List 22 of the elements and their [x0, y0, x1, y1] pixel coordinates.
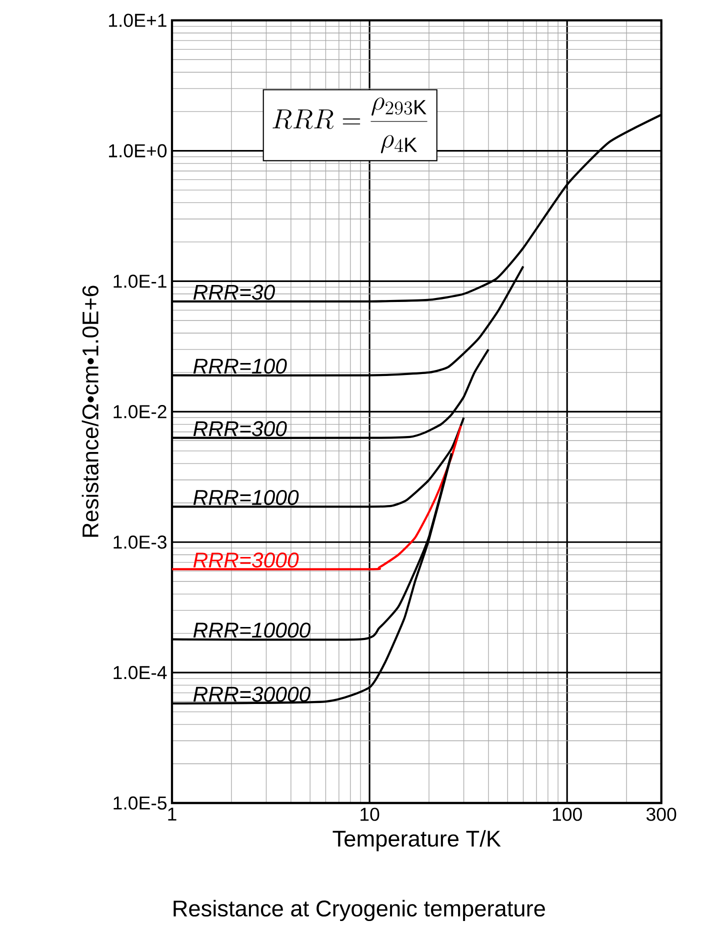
y-tick-label: 1.0E-2 — [114, 405, 166, 418]
x-tick-label: 100 — [552, 808, 582, 821]
y-tick-label: 1.0E+1 — [109, 14, 166, 27]
y-axis-title: Resistance/Ω•cm•1.0E+6 — [82, 286, 98, 537]
x-tick-label: 10 — [360, 808, 380, 821]
x-tick-label: 1 — [168, 808, 176, 821]
series-label: RRR=1000 — [193, 490, 299, 506]
y-tick-label: 1.0E-3 — [114, 535, 166, 549]
y-tick-label: 1.0E-1 — [114, 274, 166, 288]
x-axis-title: Temperature T/K — [332, 830, 501, 852]
series-label: RRR=30000 — [193, 686, 311, 702]
annotation: $RRR=\frac{\rho_{293\mathrm{K}}}{\rho_{4\mathrm{K}}}$ — [272, 97, 428, 154]
y-tick-label: 1.0E-5 — [114, 796, 166, 810]
series-label: RRR=300 — [193, 421, 287, 436]
series-label: RRR=10000 — [193, 622, 311, 638]
x-tick-label: 300 — [646, 808, 676, 821]
series-label: RRR=100 — [193, 358, 287, 374]
y-tick-label: 1.0E-4 — [114, 666, 167, 680]
text: Resistance at Cryogenic temperature — [174, 900, 545, 922]
y-tick-label: 1.0E+0 — [109, 144, 167, 158]
series-label: RRR=3000 — [193, 552, 299, 568]
series-label: RRR=30 — [193, 284, 275, 300]
